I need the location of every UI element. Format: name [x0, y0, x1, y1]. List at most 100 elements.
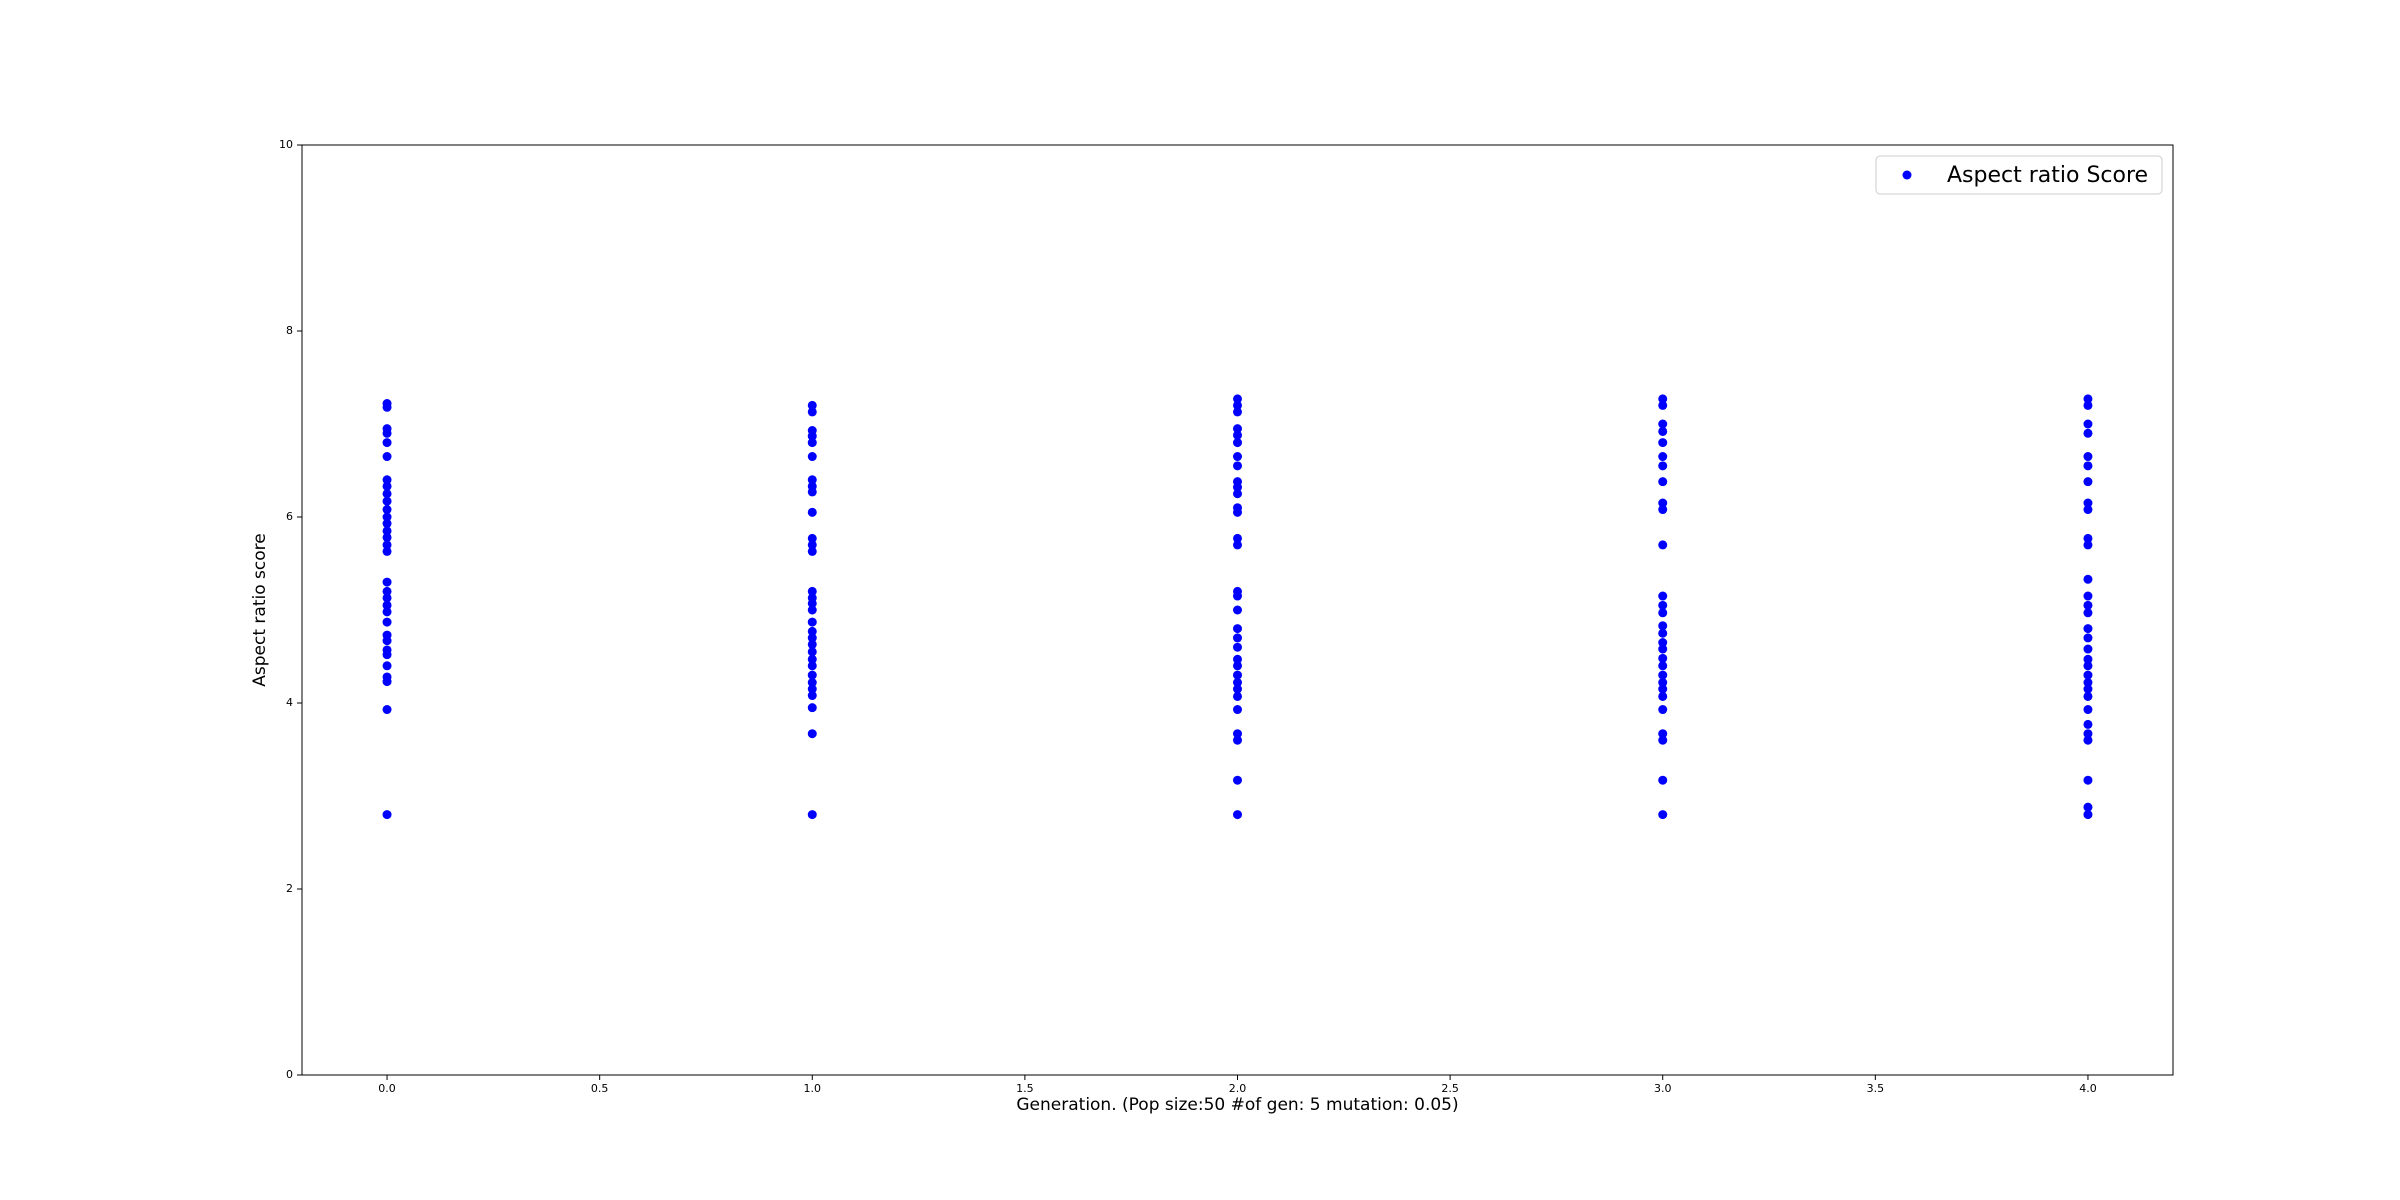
data-point [807, 633, 817, 643]
x-tick-label: 4.0 [2079, 1082, 2097, 1095]
data-point [1658, 678, 1668, 688]
data-point [1658, 810, 1668, 820]
data-point [1658, 505, 1668, 515]
x-tick-label: 0.0 [378, 1082, 396, 1095]
data-point [2083, 624, 2093, 634]
data-point [1233, 705, 1242, 715]
data-point [1658, 775, 1668, 785]
data-point [2083, 533, 2093, 543]
data-point [382, 661, 392, 671]
data-point [2083, 400, 2093, 410]
data-point [1658, 661, 1668, 671]
data-point [1658, 729, 1668, 739]
data-point [382, 617, 392, 627]
y-tick-label: 4 [286, 696, 293, 709]
y-tick-label: 10 [279, 138, 293, 151]
data-point [2083, 505, 2093, 515]
data-point [1233, 735, 1242, 745]
data-point [807, 605, 817, 615]
data-point [2083, 661, 2093, 671]
data-point [1658, 628, 1668, 638]
data-point [807, 586, 817, 596]
data-point [382, 586, 392, 596]
data-point [2083, 802, 2093, 812]
data-point [1233, 591, 1242, 601]
data-point [382, 532, 392, 542]
data-point [1233, 691, 1242, 701]
data-point [2083, 600, 2093, 610]
data-point [1233, 424, 1242, 434]
data-point [382, 475, 392, 485]
data-point [1658, 461, 1668, 471]
x-tick-label: 2.0 [1229, 1082, 1247, 1095]
data-point [2083, 394, 2093, 404]
data-point [2083, 729, 2093, 739]
data-point [382, 677, 392, 687]
x-axis-ticks: 0.0 0.5 1.0 1.5 2.0 2.5 3.0 3.5 4.0 [378, 1075, 2097, 1095]
data-point [807, 647, 817, 657]
data-point [2083, 678, 2093, 688]
legend-label-aspect-ratio-score: Aspect ratio Score [1947, 163, 2148, 188]
data-point [382, 810, 392, 820]
data-point [807, 598, 817, 608]
data-point [2083, 498, 2093, 508]
data-point [1658, 419, 1668, 429]
x-tick-label: 1.5 [1016, 1082, 1034, 1095]
y-axis-ticks: 0 2 4 6 8 10 [279, 138, 302, 1081]
data-point [1658, 670, 1668, 680]
data-point [1233, 540, 1242, 550]
data-point [807, 546, 817, 556]
data-point [807, 438, 817, 448]
data-point [1233, 810, 1242, 820]
data-point [382, 428, 392, 438]
data-point [807, 678, 817, 688]
data-point [382, 438, 392, 448]
data-point [2083, 428, 2093, 438]
data-point [1233, 678, 1242, 688]
data-point [1233, 400, 1242, 410]
x-axis-label: Generation. (Pop size:50 #of gen: 5 muta… [1016, 1095, 1458, 1115]
data-point [382, 496, 392, 506]
data-point [382, 650, 392, 660]
data-point [1658, 400, 1668, 410]
y-tick-label: 2 [286, 882, 293, 895]
x-tick-label: 2.5 [1441, 1082, 1459, 1095]
data-point [2083, 461, 2093, 471]
data-point [1233, 654, 1242, 664]
data-point [1658, 438, 1668, 448]
data-point [1233, 684, 1242, 694]
data-point [2083, 608, 2093, 618]
data-point [807, 810, 817, 820]
data-point [1658, 540, 1668, 550]
data-point [2083, 654, 2093, 664]
data-point [2083, 684, 2093, 694]
data-point [1658, 705, 1668, 715]
data-point [807, 400, 817, 410]
data-point [1233, 438, 1242, 448]
data-point [2083, 633, 2093, 643]
data-point [2083, 540, 2093, 550]
x-tick-label: 1.0 [804, 1082, 822, 1095]
data-point [1658, 735, 1668, 745]
data-point [807, 691, 817, 701]
data-point [1658, 608, 1668, 618]
data-point [807, 703, 817, 713]
legend-marker [1902, 170, 1912, 180]
data-point [1233, 775, 1242, 785]
data-point [382, 512, 392, 522]
data-point [2083, 670, 2093, 680]
data-point [382, 636, 392, 646]
data-point [382, 505, 392, 515]
data-point [382, 540, 392, 550]
legend: Aspect ratio Score [1875, 155, 2163, 195]
data-point [1233, 642, 1242, 652]
data-point [2083, 691, 2093, 701]
data-point [382, 607, 392, 617]
data-point [2083, 591, 2093, 601]
data-point [382, 526, 392, 536]
data-point [1658, 600, 1668, 610]
data-point [807, 540, 817, 550]
data-point [1233, 624, 1242, 634]
data-point [2083, 810, 2093, 820]
